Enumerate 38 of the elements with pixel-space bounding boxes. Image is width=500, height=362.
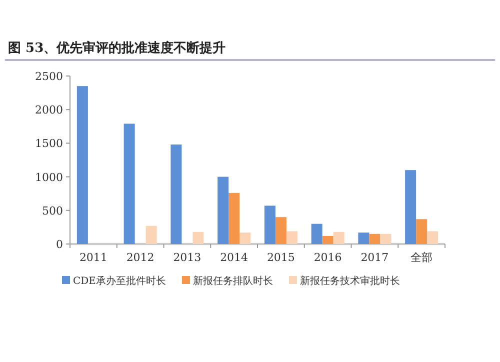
x-tick-label: 2012 xyxy=(126,251,154,264)
x-tick-label: 2017 xyxy=(360,251,389,264)
bar xyxy=(322,236,334,244)
bar xyxy=(124,124,135,244)
bar xyxy=(192,232,204,244)
bar xyxy=(146,226,157,244)
bar xyxy=(170,144,182,244)
bar xyxy=(76,86,88,244)
bar xyxy=(264,206,276,244)
y-tick-label: 500 xyxy=(42,204,63,218)
y-tick-label: 2500 xyxy=(35,70,63,83)
chart-title: 图 53、优先审评的批准速度不断提升 xyxy=(8,40,226,56)
bar xyxy=(286,231,298,244)
x-tick-label: 2014 xyxy=(220,251,248,264)
legend-label: 新报任务排队时长 xyxy=(192,275,273,287)
bar xyxy=(358,232,370,244)
x-tick-label: 2016 xyxy=(314,251,342,264)
bar xyxy=(311,224,322,244)
bar xyxy=(380,234,392,244)
bar xyxy=(218,176,229,244)
bar xyxy=(228,192,240,244)
x-tick-label: 全部 xyxy=(410,251,433,264)
bar xyxy=(240,232,251,244)
bar xyxy=(333,232,344,244)
bar xyxy=(405,170,416,244)
y-tick-label: 1500 xyxy=(35,137,63,150)
x-tick-label: 2011 xyxy=(79,251,108,264)
bar xyxy=(275,217,286,244)
y-tick-label: 1000 xyxy=(35,170,63,184)
bar xyxy=(427,231,438,244)
legend-label: 新报任务技术审批时长 xyxy=(300,275,400,287)
bar xyxy=(416,219,428,244)
x-tick-label: 2013 xyxy=(173,251,202,264)
y-tick-label: 2000 xyxy=(35,104,63,117)
legend-label: CDE承办至批件时长 xyxy=(73,275,166,287)
y-tick-label: 0 xyxy=(56,238,63,251)
x-tick-label: 2015 xyxy=(266,251,295,264)
bar xyxy=(369,234,380,244)
